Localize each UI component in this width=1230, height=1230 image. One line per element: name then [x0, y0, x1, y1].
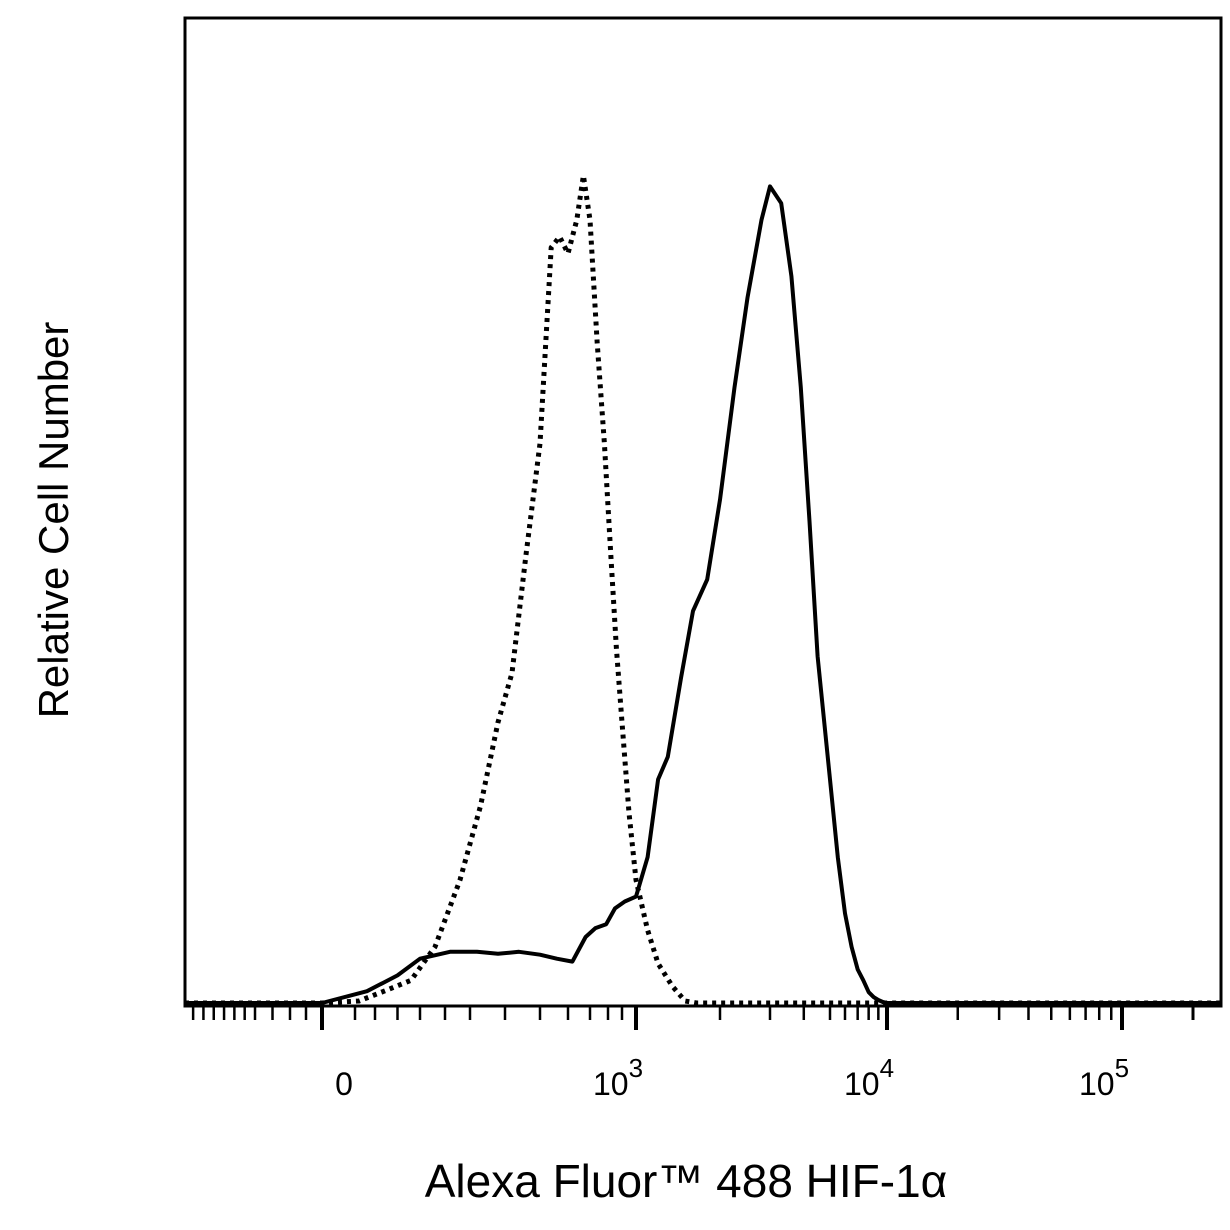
series-solid-line	[185, 184, 1221, 1005]
y-axis-label: Relative Cell Number	[30, 322, 77, 719]
x-tick-labels: 0 103 104 105	[335, 1053, 1129, 1102]
x-axis-label: Alexa Fluor™ 488 HIF-1α	[425, 1155, 948, 1207]
x-minor-ticks	[191, 1006, 1195, 1020]
x-tick-label: 105	[1079, 1053, 1129, 1102]
x-tick-label: 104	[844, 1053, 894, 1102]
plot-frame	[183, 16, 1223, 1008]
series-layer	[185, 173, 1221, 1006]
x-major-ticks	[320, 1006, 1124, 1030]
x-tick-label: 0	[335, 1066, 353, 1102]
x-tick-label: 103	[593, 1053, 643, 1102]
